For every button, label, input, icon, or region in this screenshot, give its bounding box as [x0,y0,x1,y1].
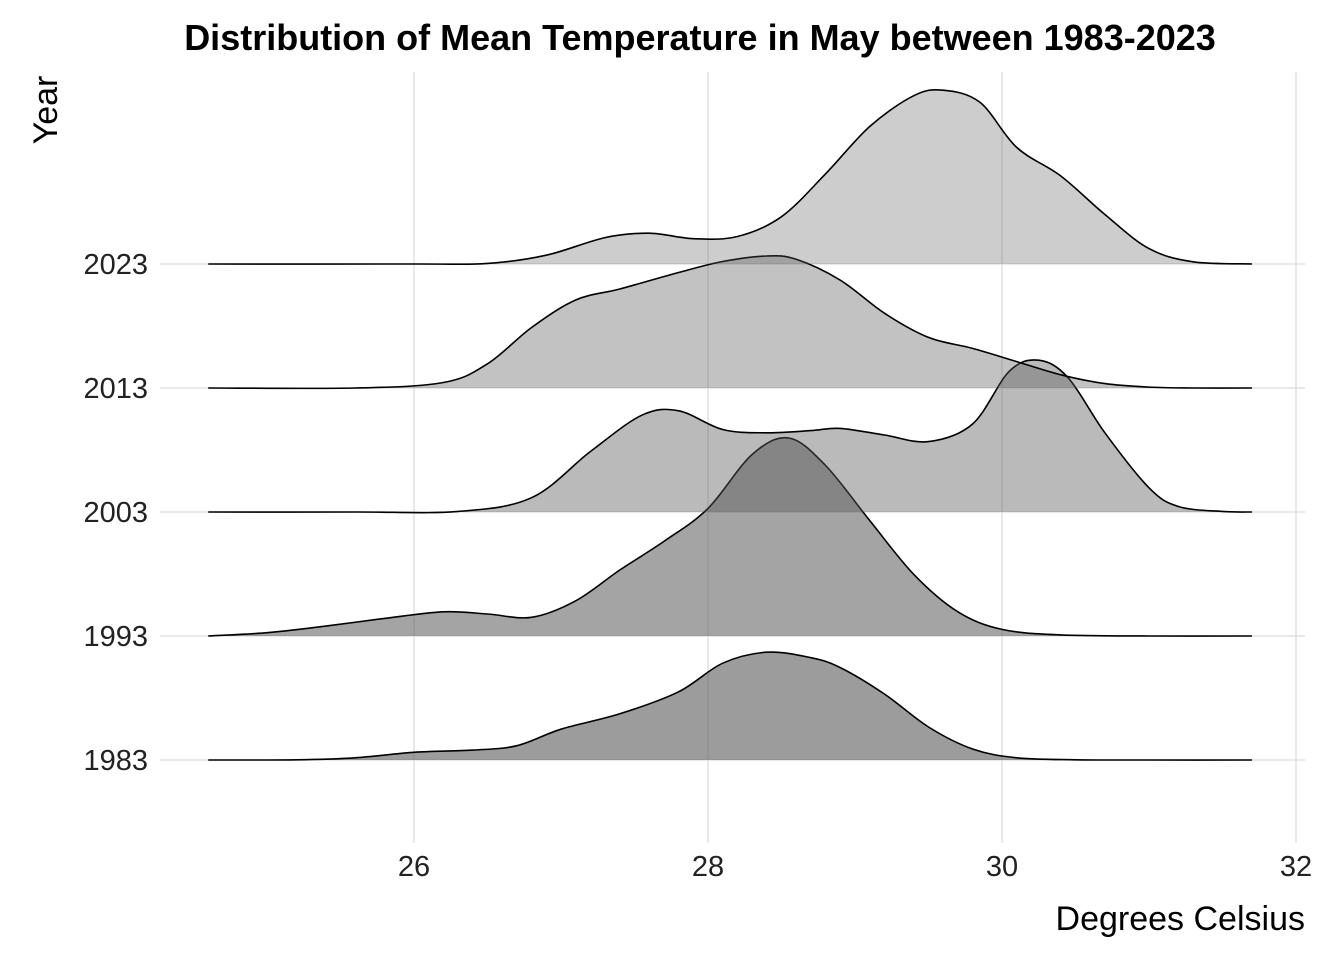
y-tick-label-1983: 1983 [83,745,148,777]
y-axis-label: Year [27,76,65,145]
ridge-fill-2013 [208,255,1252,389]
ridge-2023 [208,88,1252,266]
x-tick-labels: 26 28 30 32 [398,851,1312,883]
ridge-2013 [208,254,1252,390]
ridge-outline-1993 [208,436,1252,637]
x-tick-label-28: 28 [692,851,724,883]
chart-title: Distribution of Mean Temperature in May … [184,17,1216,58]
x-tick-label-32: 32 [1280,851,1312,883]
x-tick-label-30: 30 [986,851,1018,883]
ridges [208,88,1252,761]
ridge-fill-1983 [208,652,1252,761]
ridge-fill-1993 [208,437,1252,637]
ridge-2003 [208,359,1252,514]
x-tick-label-26: 26 [398,851,430,883]
y-tick-label-2023: 2023 [83,249,148,281]
y-tick-labels: 1983 1993 2003 2013 2023 [83,249,148,777]
ridge-outline-2023 [208,88,1252,266]
ridge-outline-1983 [208,651,1252,761]
ridge-1993 [208,436,1252,637]
ridge-fill-2023 [208,89,1252,265]
ridge-outline-2003 [208,359,1252,514]
y-tick-label-1993: 1993 [83,621,148,653]
y-tick-label-2003: 2003 [83,497,148,529]
ridge-fill-2003 [208,359,1252,513]
ridge-1983 [208,651,1252,761]
ridge-outline-2013 [208,254,1252,390]
x-axis-label: Degrees Celsius [1056,900,1305,938]
y-tick-label-2013: 2013 [83,373,148,405]
